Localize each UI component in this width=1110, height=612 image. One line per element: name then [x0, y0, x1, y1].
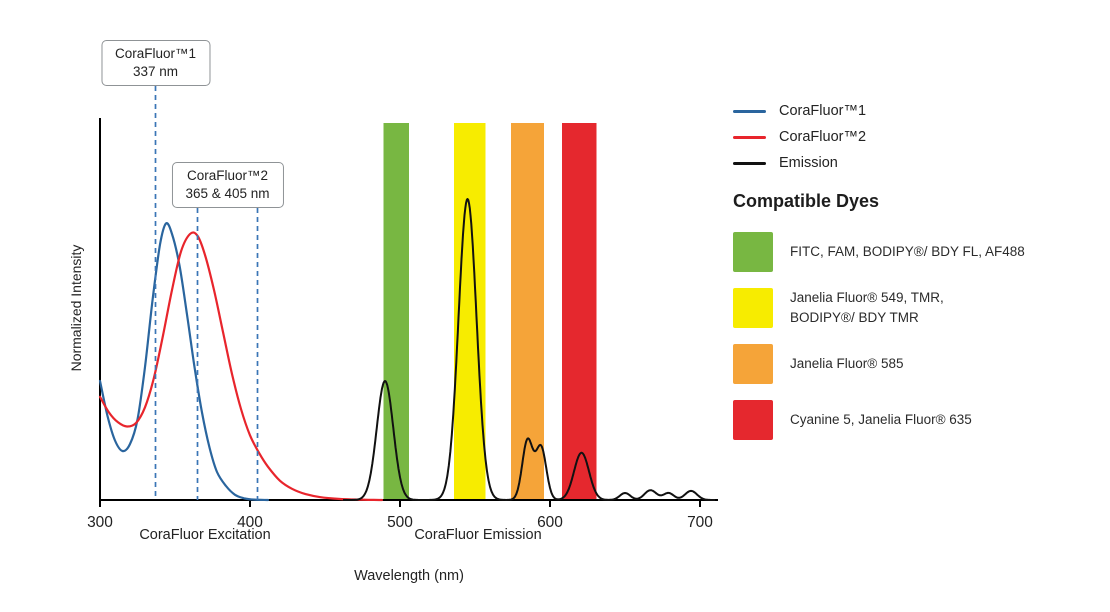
- emission-region-label: CoraFluor Emission: [414, 527, 542, 543]
- compatible-dyes-title: Compatible Dyes: [733, 191, 880, 211]
- legend-item: Emission: [733, 155, 1107, 171]
- excitation-region-label: CoraFluor Excitation: [139, 527, 271, 543]
- legend-panel: CoraFluor™1 CoraFluor™2 Emission Compatibl…: [733, 103, 1107, 456]
- callout-corafluor1-label: CoraFluor™1: [114, 46, 197, 61]
- dye-color-swatch: [733, 232, 773, 272]
- x-axis-title: Wavelength (nm): [354, 568, 464, 584]
- dye-label-line: Janelia Fluor® 585: [790, 356, 904, 372]
- dye-item: FITC, FAM, BODIPY®/ BDY FL, AF488: [733, 232, 1107, 272]
- dye-label-line: BODIPY®/ BDY TMR: [790, 310, 919, 325]
- dye-item-label: Janelia Fluor® 549, TMR, BODIPY®/ BDY TMR: [790, 288, 944, 327]
- dye-item-label: FITC, FAM, BODIPY®/ BDY FL, AF488: [790, 242, 1025, 262]
- dye-label-line: Cyanine 5, Janelia Fluor® 635: [790, 412, 972, 428]
- dye-item: Janelia Fluor® 585: [733, 344, 1107, 384]
- excitation-curve-2: [98, 231, 384, 502]
- emission-curve: [342, 198, 716, 501]
- dye-band-2: [511, 123, 544, 500]
- compatible-dyes-list: FITC, FAM, BODIPY®/ BDY FL, AF488 Janelia…: [733, 232, 1107, 440]
- legend-line-swatch: [733, 109, 766, 113]
- dye-item: Janelia Fluor® 549, TMR, BODIPY®/ BDY TMR: [733, 288, 1107, 328]
- callout-corafluor1-wavelength: 337 nm: [132, 63, 179, 79]
- dye-band-0: [383, 123, 409, 500]
- legend-line-swatch: [733, 161, 766, 165]
- excitation-curve-1: [98, 222, 270, 502]
- legend-item: CoraFluor™2: [733, 129, 1107, 145]
- x-tick-label: 500: [387, 514, 413, 531]
- x-tick-label: 600: [537, 514, 563, 531]
- dye-color-swatch: [733, 288, 773, 328]
- legend-item-label: CoraFluor™1: [779, 103, 867, 119]
- callout-corafluor1: CoraFluor™1 337 nm: [100, 40, 211, 86]
- spectra-chart: 300 400 500 600 700: [87, 86, 718, 531]
- legend: CoraFluor™1 CoraFluor™2 Emission: [733, 103, 1107, 171]
- dye-color-swatch: [733, 344, 773, 384]
- dye-label-line: Janelia Fluor® 549, TMR,: [790, 290, 944, 306]
- legend-line-swatch: [733, 135, 766, 139]
- dye-item: Cyanine 5, Janelia Fluor® 635: [733, 400, 1107, 440]
- legend-item-label: Emission: [779, 155, 838, 171]
- dye-item-label: Cyanine 5, Janelia Fluor® 635: [790, 410, 972, 430]
- callout-corafluor2-label: CoraFluor™2: [186, 168, 269, 183]
- x-tick-label: 700: [687, 514, 713, 531]
- legend-item: CoraFluor™1: [733, 103, 1107, 119]
- x-tick-label: 400: [237, 514, 263, 531]
- callout-corafluor2: CoraFluor™2 365 & 405 nm: [171, 162, 284, 208]
- legend-item-label: CoraFluor™2: [779, 129, 867, 145]
- x-tick-label: 300: [87, 514, 113, 531]
- dye-item-label: Janelia Fluor® 585: [790, 354, 904, 374]
- dye-color-swatch: [733, 400, 773, 440]
- y-axis-title: Normalized Intensity: [68, 244, 84, 372]
- callout-corafluor2-wavelength: 365 & 405 nm: [185, 185, 270, 201]
- dye-label-line: FITC, FAM, BODIPY®/ BDY FL, AF488: [790, 244, 1025, 260]
- dye-band-3: [562, 123, 597, 500]
